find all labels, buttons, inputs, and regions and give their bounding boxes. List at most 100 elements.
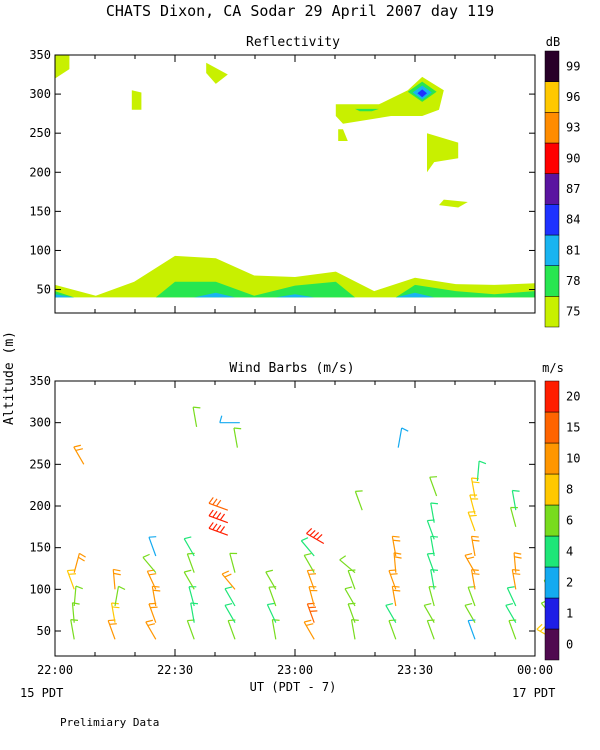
wind-y-tick-label: 200 (29, 499, 51, 513)
wind-barb (506, 586, 517, 607)
wind-x-tick-label: 22:00 (37, 663, 73, 677)
wind-barb (73, 585, 83, 607)
wind-barbs-frame (54, 380, 536, 657)
reflectivity-contour-region (55, 55, 70, 79)
colorbar-swatch (544, 411, 560, 444)
colorbar-label: 75 (566, 305, 580, 319)
reflectivity-contour-region (131, 90, 142, 110)
colorbar-swatch (544, 442, 560, 475)
reflectivity-colorbar-unit: dB (546, 35, 560, 49)
colorbar-label: 96 (566, 90, 580, 104)
wind-barb (430, 535, 439, 557)
x-axis-label: UT (PDT - 7) (250, 680, 337, 694)
wind-barb (233, 427, 242, 448)
reflectivity-title: Reflectivity (246, 35, 340, 50)
wind-barb (219, 415, 240, 424)
colorbar-swatch (544, 566, 560, 599)
wind-barb (306, 528, 325, 545)
colorbar-swatch (544, 597, 560, 630)
colorbar-label: 84 (566, 213, 580, 227)
reflectivity-contour-region (275, 294, 315, 298)
wind-y-tick-label: 300 (29, 416, 51, 430)
wind-barb (350, 619, 359, 640)
wind-barb (73, 444, 85, 465)
wind-barb (385, 602, 397, 623)
wind-barb (423, 602, 435, 623)
wind-y-tick-label: 50 (37, 624, 51, 638)
reflectivity-contour-region (427, 133, 459, 173)
wind-barb (303, 619, 315, 640)
reflectivity-panel: Reflectivity 50 100 150 200 250 300 350 dB 75 7… (29, 35, 580, 328)
wind-barb (151, 585, 161, 607)
colorbar-label: 87 (566, 182, 580, 196)
reflectivity-contour-region (55, 294, 75, 298)
wind-barb (224, 586, 236, 607)
colorbar-label: 99 (566, 59, 580, 73)
wind-colorbar-unit: m/s (542, 361, 564, 375)
wind-barbs-plot-area: 50 100 150 200 250 300 350 22:00 22:30 23:00 23:30… (29, 374, 555, 677)
reflectivity-frame (54, 54, 536, 314)
colorbar-label: 90 (566, 151, 580, 165)
wind-barb (107, 619, 117, 640)
colorbar-swatch (544, 142, 560, 174)
reflectivity-contour-region (206, 62, 228, 84)
wind-barb (145, 619, 157, 640)
wind-barb (71, 602, 80, 623)
colorbar-swatch (544, 234, 560, 266)
wind-barb (300, 537, 315, 557)
wind-barb (429, 476, 438, 497)
wind-barb (303, 552, 315, 573)
wind-barb (306, 602, 318, 623)
colorbar-label: 0 (566, 638, 573, 652)
reflectivity-y-tick-label: 200 (29, 165, 51, 179)
wind-barbs-panel: Wind Barbs (m/s) 5010015020025030035022:… (29, 361, 580, 677)
wind-barb (266, 602, 277, 623)
wind-barb (73, 552, 86, 573)
wind-barb (227, 619, 236, 640)
colorbar-label: 4 (566, 545, 573, 559)
wind-barb (148, 536, 157, 557)
wind-barb (391, 535, 401, 557)
right-date-label: 17 PDT (512, 686, 555, 700)
colorbar-swatch (544, 380, 560, 413)
colorbar-swatch (544, 173, 560, 205)
colorbar-label: 78 (566, 274, 580, 288)
wind-barb (183, 569, 195, 590)
wind-barb (391, 585, 401, 607)
wind-barb (428, 586, 437, 607)
colorbar-swatch (544, 50, 560, 82)
reflectivity-contour-region (338, 129, 348, 141)
wind-barb (192, 406, 201, 427)
reflectivity-colorbar: dB 75 78 81 84 87 90 93 96 99 (544, 35, 580, 328)
colorbar-swatch (544, 628, 560, 661)
colorbar-label: 6 (566, 514, 573, 528)
wind-barb (464, 602, 476, 623)
reflectivity-contour-region (355, 108, 379, 112)
wind-barb (505, 602, 517, 623)
wind-barb (476, 460, 487, 482)
reflectivity-y-tick-label: 50 (37, 283, 51, 297)
wind-barb (221, 570, 236, 590)
wind-x-tick-label: 23:30 (397, 663, 433, 677)
wind-barb (510, 506, 518, 527)
wind-barb (354, 490, 363, 511)
wind-barb (265, 569, 277, 590)
reflectivity-contour-region (194, 292, 235, 298)
wind-barb (467, 619, 476, 640)
reflectivity-y-tick-label: 150 (29, 204, 51, 218)
wind-barb (470, 535, 480, 557)
wind-barb (183, 536, 195, 557)
wind-barb (224, 602, 236, 623)
wind-barb (344, 586, 356, 607)
reflectivity-y-tick-label: 250 (29, 126, 51, 140)
wind-x-tick-label: 00:00 (517, 663, 553, 677)
colorbar-swatch (544, 473, 560, 506)
wind-y-tick-label: 250 (29, 457, 51, 471)
reflectivity-y-tick-label: 300 (29, 87, 51, 101)
colorbar-swatch (544, 265, 560, 297)
colorbar-swatch (544, 296, 560, 328)
wind-y-tick-label: 100 (29, 582, 51, 596)
wind-barb (148, 602, 158, 623)
colorbar-swatch (544, 504, 560, 537)
